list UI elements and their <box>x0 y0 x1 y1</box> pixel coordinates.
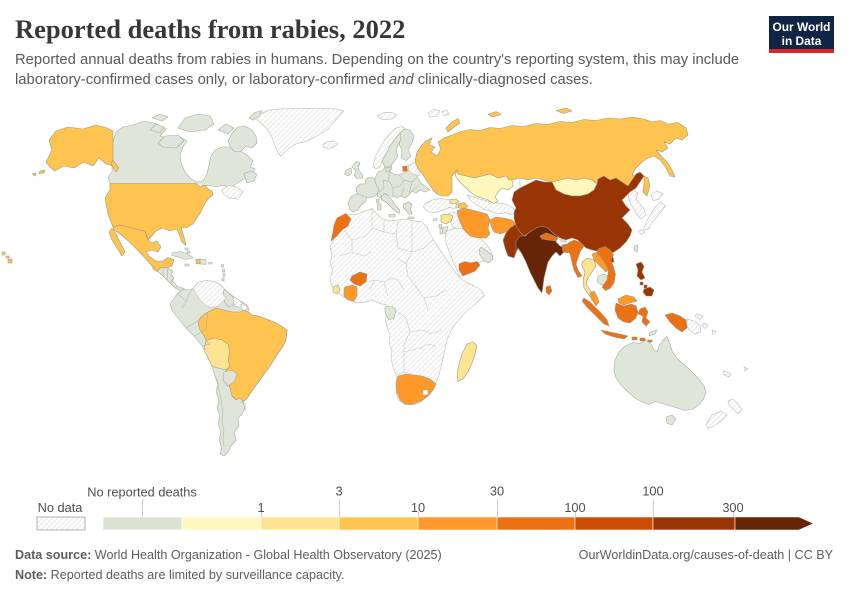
svg-text:10: 10 <box>411 500 425 515</box>
svg-text:3: 3 <box>335 484 342 499</box>
svg-text:100: 100 <box>642 484 663 499</box>
svg-text:300: 300 <box>722 500 743 515</box>
svg-text:30: 30 <box>490 484 504 499</box>
svg-text:1: 1 <box>257 500 264 515</box>
svg-text:No data: No data <box>38 500 84 515</box>
svg-text:No reported deaths: No reported deaths <box>87 485 197 500</box>
svg-text:100: 100 <box>564 500 585 515</box>
